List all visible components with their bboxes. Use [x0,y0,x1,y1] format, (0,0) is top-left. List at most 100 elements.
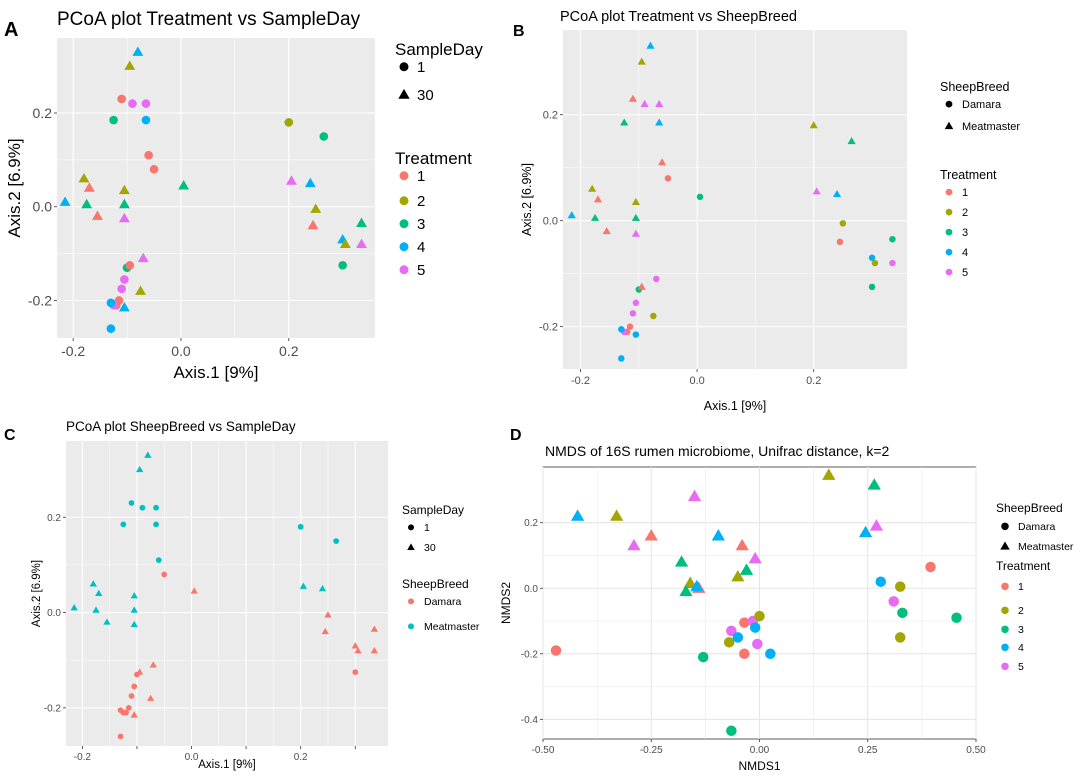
data-point [297,523,304,530]
data-point [868,283,876,291]
y-tick-label: -0.2 [539,321,558,333]
panel-letter: C [4,427,16,444]
x-tick-label: -0.2 [571,375,590,387]
y-axis-label: Axis.2 [6.9%] [520,163,534,236]
legend-symbol [408,598,414,605]
legend-label: 5 [962,267,968,279]
data-point [125,704,132,711]
legend-label: 1 [424,522,430,534]
data-point [124,60,136,70]
y-tick-label: -0.4 [521,715,539,726]
data-point [83,182,95,192]
data-point [723,637,735,648]
x-axis-label: Axis.1 [9%] [173,363,258,382]
data-point [550,645,562,656]
x-axis-label: Axis.1 [9%] [198,759,256,771]
y-tick-label: 0.2 [524,518,538,529]
legend-symbol [408,524,414,531]
data-point [149,164,159,174]
data-point [925,561,936,573]
data-point [81,198,93,209]
legend-symbol [399,265,409,275]
y-tick-label: 0.0 [33,199,53,215]
panel-letter: B [513,23,525,40]
data-point [631,229,640,237]
data-point [697,651,709,663]
data-point [351,642,359,649]
legend-title: Treatment [996,559,1051,573]
legend-title: SampleDay [395,40,483,59]
data-point [141,99,151,108]
legend-symbol [399,171,409,181]
legend-label: 2 [962,207,968,219]
data-point [650,312,657,320]
data-point [640,99,649,108]
x-tick-label: 0.2 [294,752,308,763]
data-point [629,310,637,317]
data-point [321,627,329,635]
plot-panel [66,441,388,746]
data-point [78,173,90,183]
data-point [749,622,761,633]
data-point [128,99,137,108]
x-tick-label: -0.50 [532,745,555,756]
legend-symbol [1000,541,1010,550]
legend-symbol [399,62,409,72]
data-point [822,468,836,480]
data-point [644,528,658,541]
legend-label: 3 [962,227,968,239]
data-point [117,733,124,740]
data-point [897,607,908,619]
legend-symbol [408,623,414,630]
data-point [333,538,340,544]
data-point [602,227,611,235]
legend-symbol [1001,582,1009,591]
legend-label: Damara [424,596,462,608]
data-point [338,261,347,270]
y-tick-label: 0.2 [47,513,61,524]
x-tick-label: -0.25 [640,745,663,756]
data-point [118,212,130,223]
data-point [310,203,322,213]
data-point [286,175,297,185]
legend-label: 4 [417,239,425,256]
legend-label: 30 [424,542,436,554]
data-point [739,563,754,575]
data-point [739,617,750,628]
data-point [869,519,884,531]
data-point [95,589,103,597]
data-point [136,465,144,473]
data-point [144,451,152,458]
legend-title: SampleDay [402,503,464,517]
data-point [117,707,124,714]
data-point [125,261,135,270]
data-point [128,500,135,506]
data-point [618,326,625,333]
data-point [674,555,689,567]
panel-b: B PCoA plot Treatment vs SheepBreed -0.2 0.… [513,9,1020,413]
y-tick-label: 0.2 [33,105,53,121]
data-point [89,580,97,587]
data-point [161,571,168,578]
legend-symbol [407,543,415,550]
data-point [118,184,130,195]
legend-label: 1 [417,59,425,76]
data-point [679,584,693,597]
y-axis-label: NMDS2 [499,582,513,624]
x-tick-label: 0.00 [750,745,770,756]
legend-label: 5 [1018,661,1024,673]
legend-symbol [1001,522,1009,531]
data-point [632,331,640,338]
data-point [687,489,702,502]
data-point [149,661,157,668]
data-point [356,238,367,249]
data-point [628,94,638,102]
data-point [593,195,603,203]
data-point [354,646,362,654]
data-point [726,625,737,637]
legend-label: 4 [1018,642,1024,654]
data-point [144,150,153,160]
panel-letter: D [510,427,522,444]
data-point [726,725,737,737]
